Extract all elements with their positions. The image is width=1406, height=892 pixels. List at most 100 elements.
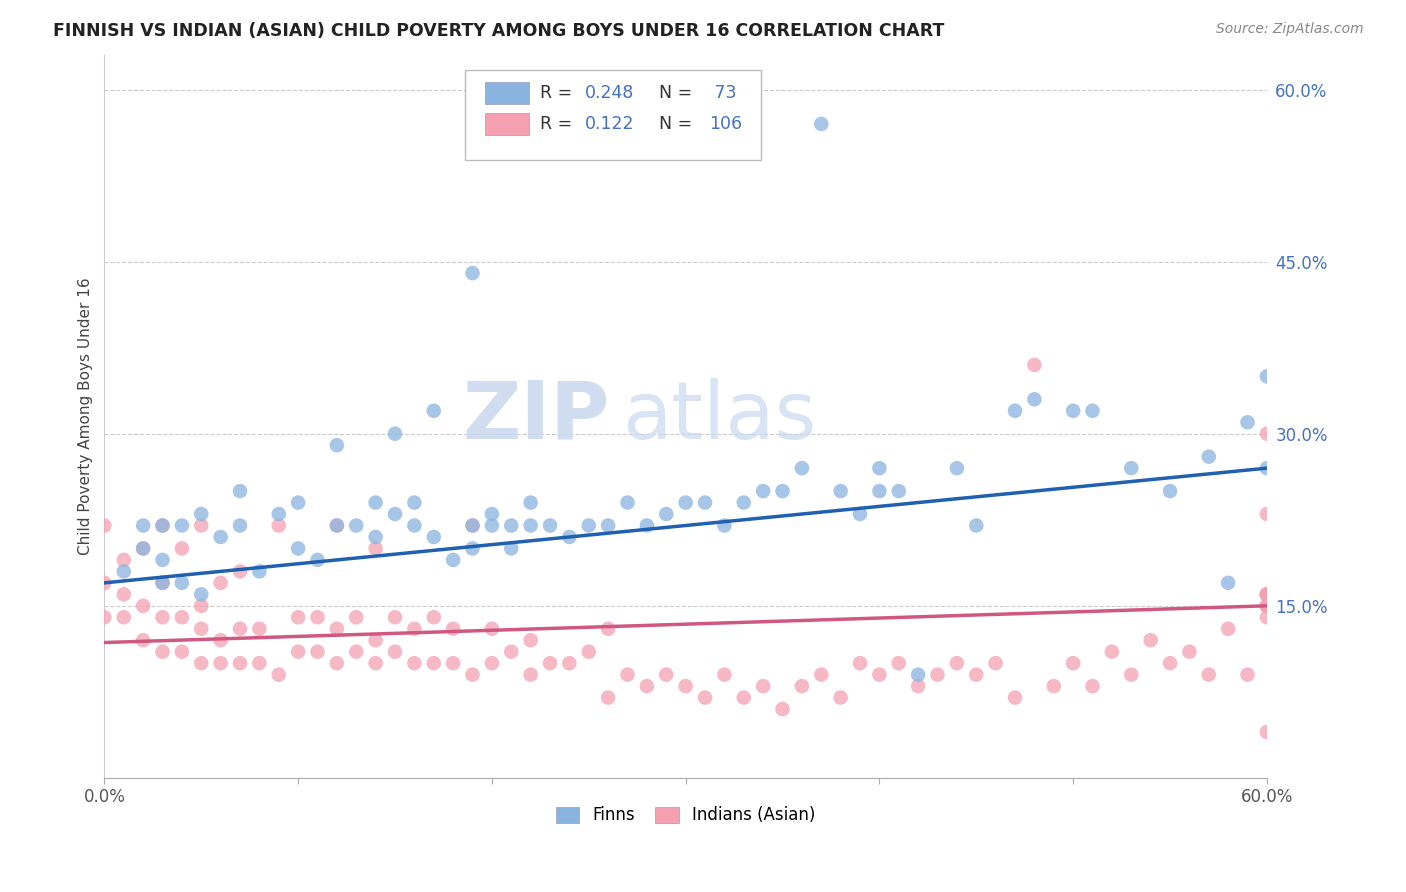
Text: 73: 73 [709, 84, 737, 102]
Point [1256, 599, 1278, 613]
Text: N =: N = [648, 115, 699, 133]
Point [868, 484, 890, 499]
Point [1218, 622, 1240, 636]
Point [965, 518, 987, 533]
Point [364, 656, 387, 670]
Point [519, 518, 541, 533]
Point [481, 518, 503, 533]
Point [132, 541, 155, 556]
Point [93, 575, 115, 590]
Point [1198, 450, 1220, 464]
Point [287, 541, 309, 556]
Point [247, 622, 270, 636]
Point [307, 610, 329, 624]
Point [326, 518, 349, 533]
Point [752, 679, 775, 693]
Point [1062, 656, 1084, 670]
Point [1024, 392, 1046, 407]
Point [675, 679, 697, 693]
Point [655, 507, 678, 521]
Point [868, 461, 890, 475]
Point [927, 667, 949, 681]
Text: atlas: atlas [621, 377, 815, 456]
Point [307, 645, 329, 659]
Point [1024, 358, 1046, 372]
Point [344, 645, 367, 659]
Point [1121, 461, 1143, 475]
Text: 106: 106 [709, 115, 742, 133]
Point [423, 530, 446, 544]
Point [384, 645, 406, 659]
Point [364, 495, 387, 509]
Point [247, 656, 270, 670]
Point [404, 518, 426, 533]
Point [132, 541, 155, 556]
Point [461, 541, 484, 556]
Point [501, 518, 523, 533]
Point [267, 667, 290, 681]
Point [752, 484, 775, 499]
Point [1256, 587, 1278, 601]
Point [1062, 404, 1084, 418]
Point [538, 656, 561, 670]
Y-axis label: Child Poverty Among Boys Under 16: Child Poverty Among Boys Under 16 [79, 277, 93, 556]
Point [132, 518, 155, 533]
Point [578, 645, 600, 659]
Point [1256, 461, 1278, 475]
Point [190, 518, 212, 533]
Point [461, 518, 484, 533]
Point [152, 518, 174, 533]
Point [558, 656, 581, 670]
Point [1159, 656, 1181, 670]
Point [830, 690, 852, 705]
Point [1256, 610, 1278, 624]
Point [501, 645, 523, 659]
Point [1236, 667, 1258, 681]
Point [713, 667, 735, 681]
Point [849, 656, 872, 670]
Point [170, 610, 193, 624]
Text: N =: N = [648, 84, 699, 102]
Point [112, 553, 135, 567]
Point [1121, 667, 1143, 681]
Point [209, 633, 232, 648]
Point [830, 484, 852, 499]
Point [733, 690, 755, 705]
Point [1256, 507, 1278, 521]
Point [287, 645, 309, 659]
Point [636, 518, 658, 533]
Point [1198, 667, 1220, 681]
Point [326, 622, 349, 636]
Point [1256, 369, 1278, 384]
Text: Source: ZipAtlas.com: Source: ZipAtlas.com [1216, 22, 1364, 37]
Point [190, 507, 212, 521]
Text: 0.122: 0.122 [585, 115, 634, 133]
Point [501, 541, 523, 556]
Point [132, 599, 155, 613]
FancyBboxPatch shape [485, 113, 529, 135]
Point [965, 667, 987, 681]
Point [112, 565, 135, 579]
Point [1042, 679, 1064, 693]
Point [772, 702, 794, 716]
Point [441, 656, 464, 670]
Point [461, 518, 484, 533]
Point [170, 575, 193, 590]
Point [152, 575, 174, 590]
Point [423, 404, 446, 418]
Point [112, 587, 135, 601]
Point [287, 495, 309, 509]
Point [1004, 690, 1026, 705]
Point [1256, 587, 1278, 601]
Point [364, 530, 387, 544]
Point [772, 484, 794, 499]
Point [790, 461, 813, 475]
Point [152, 518, 174, 533]
Point [326, 438, 349, 452]
Point [170, 541, 193, 556]
Point [364, 633, 387, 648]
Point [344, 610, 367, 624]
Point [132, 633, 155, 648]
Point [790, 679, 813, 693]
Point [170, 645, 193, 659]
